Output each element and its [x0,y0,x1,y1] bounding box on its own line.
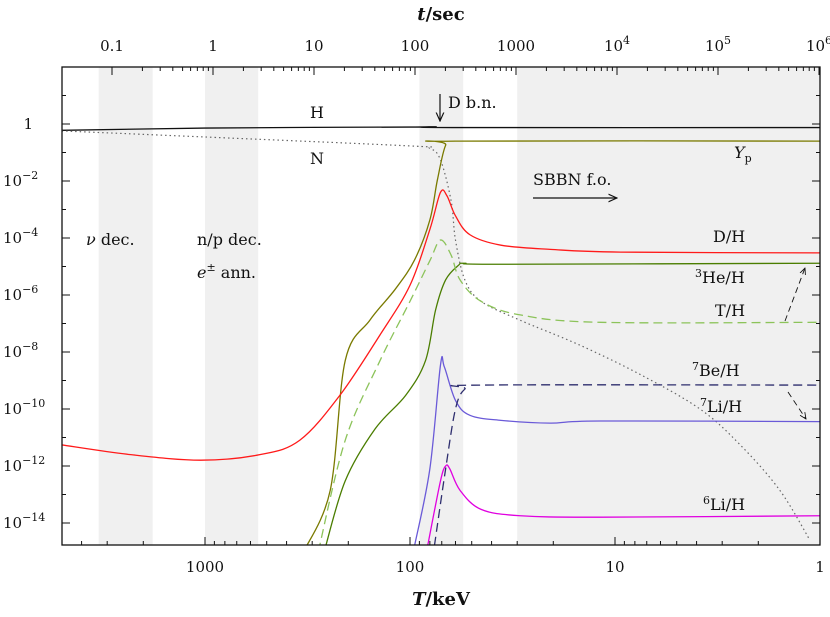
label-Yp: Yp [734,143,752,165]
y-tick-label: 10−14 [3,511,45,532]
series-6li-h [427,464,820,545]
y-tick-label: 1 [23,115,33,133]
y-tick-label: 10−6 [3,283,38,304]
shaded-band [205,67,259,545]
x-tick-label: 100 [396,558,425,576]
top-axis-label: t/sec [417,4,464,25]
annotation-d-bn: D b.n. [448,93,497,112]
top-tick-label: 104 [604,34,630,55]
series-n [62,130,811,541]
label-H: H [310,103,324,122]
annotation-e-ann: e± ann. [197,261,256,282]
label-DH: D/H [713,227,745,246]
shaded-band [98,67,153,545]
y-tick-label: 10−12 [3,454,45,475]
top-tick-label: 106 [806,34,830,55]
x-tick-label: 1000 [186,558,224,576]
curves [62,126,820,545]
series-7li-h [433,384,820,545]
series-7be-h [414,355,820,545]
y-tick-label: 10−4 [3,226,38,247]
shaded-band [517,67,820,545]
y-tick-label: 10−10 [3,397,45,418]
top-tick-label: 1000 [497,37,535,55]
plot-frame [61,66,821,546]
top-tick-label: 0.1 [100,37,124,55]
x-tick-label: 10 [605,558,624,576]
series-h [62,126,820,131]
series-d-h [62,189,820,461]
series-yp [306,140,820,545]
axis-ticks [62,67,821,545]
x-tick-label: 1 [815,558,825,576]
label-TH: T/H [715,301,745,320]
7be-to-7li-arrow [787,391,806,419]
label-7BeH: 7Be/H [692,360,740,380]
shaded-band [419,67,464,545]
top-tick-label: 1 [208,37,218,55]
label-6LiH: 6Li/H [703,494,745,514]
shaded-bands [98,67,820,545]
series-3he-h [325,262,820,545]
top-tick-label: 105 [705,34,731,55]
bottom-axis-label: T/keV [412,589,471,610]
tick-labels: 1000 100 10 1 0.1 1 10 100 1000 104 105 106 1 10−2 10−… [3,34,830,576]
label-3HeH: 3He/H [695,267,745,287]
top-tick-label: 10 [304,37,323,55]
y-tick-label: 10−2 [3,169,38,190]
annotation-sbbn-fo: SBBN f.o. [533,170,611,189]
label-7LiH: 7Li/H [700,396,742,416]
top-tick-label: 100 [401,37,430,55]
series-t-h [319,239,820,545]
annotation-np-dec: n/p dec. [197,230,262,249]
annotation-nu-dec: ν dec. [86,230,135,249]
y-tick-label: 10−8 [3,340,38,361]
label-N: N [310,149,324,168]
